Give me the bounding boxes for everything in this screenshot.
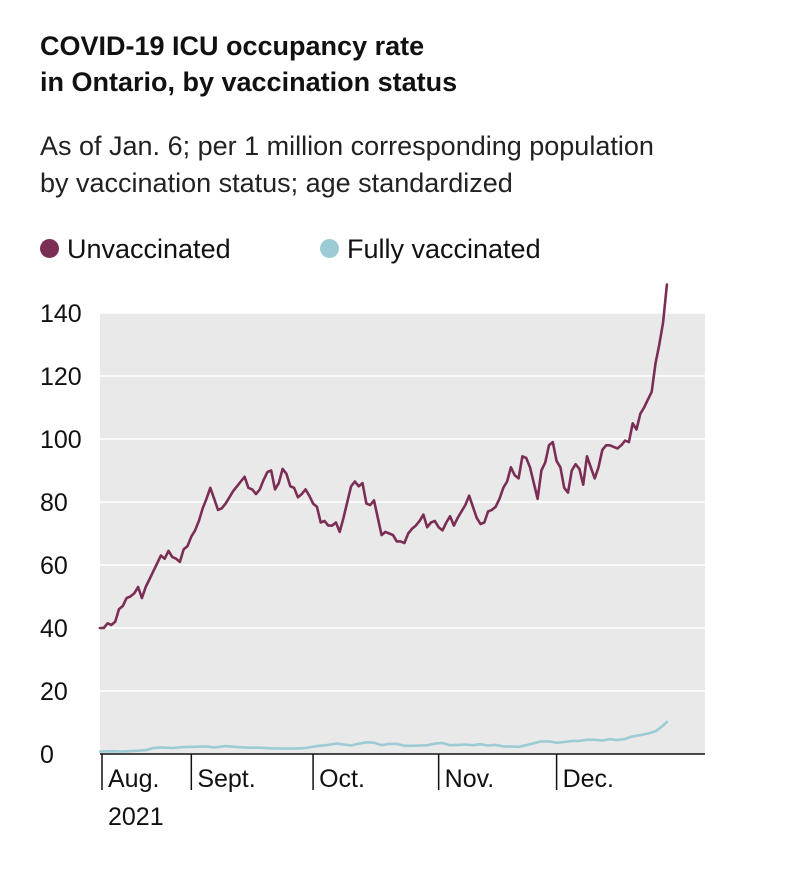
legend-label-fully-vaccinated: Fully vaccinated	[347, 234, 541, 264]
y-tick-label-80: 80	[40, 489, 68, 517]
chart-subtitle-line-2: by vaccination status; age standardized	[40, 168, 513, 198]
x-tick-label-sept: Sept.	[197, 765, 255, 793]
y-tick-label-0: 0	[40, 741, 54, 769]
series-line-fully-vaccinated	[98, 720, 669, 753]
chart-title: COVID-19 ICU occupancy rate in Ontario, …	[40, 28, 457, 100]
legend-dot-unvaccinated	[40, 239, 59, 259]
x-tick-label-aug: Aug.	[108, 765, 159, 793]
legend-dot-fully-vaccinated	[320, 239, 339, 259]
y-tick-label-40: 40	[40, 615, 68, 643]
x-tick-sublabel-year: 2021	[108, 803, 164, 831]
x-tick-label-oct: Oct.	[319, 765, 365, 793]
y-tick-label-60: 60	[40, 552, 68, 580]
chart-title-line-2: in Ontario, by vaccination status	[40, 67, 458, 97]
legend-item-unvaccinated: Unvaccinated	[40, 234, 231, 265]
legend-item-fully-vaccinated: Fully vaccinated	[320, 234, 541, 265]
y-tick-label-100: 100	[40, 426, 82, 454]
y-tick-label-120: 120	[40, 363, 82, 391]
series-line-unvaccinated	[98, 283, 669, 630]
chart-title-line-1: COVID-19 ICU occupancy rate	[40, 31, 425, 61]
legend-label-unvaccinated: Unvaccinated	[67, 234, 231, 264]
chart-subtitle-line-1: As of Jan. 6; per 1 million correspondin…	[40, 131, 654, 161]
plot-area	[100, 313, 705, 754]
y-tick-label-20: 20	[40, 678, 68, 706]
y-tick-label-140: 140	[40, 300, 82, 328]
x-tick-label-dec: Dec.	[563, 765, 614, 793]
chart-subtitle: As of Jan. 6; per 1 million correspondin…	[40, 128, 654, 202]
x-tick-label-nov: Nov.	[445, 765, 495, 793]
